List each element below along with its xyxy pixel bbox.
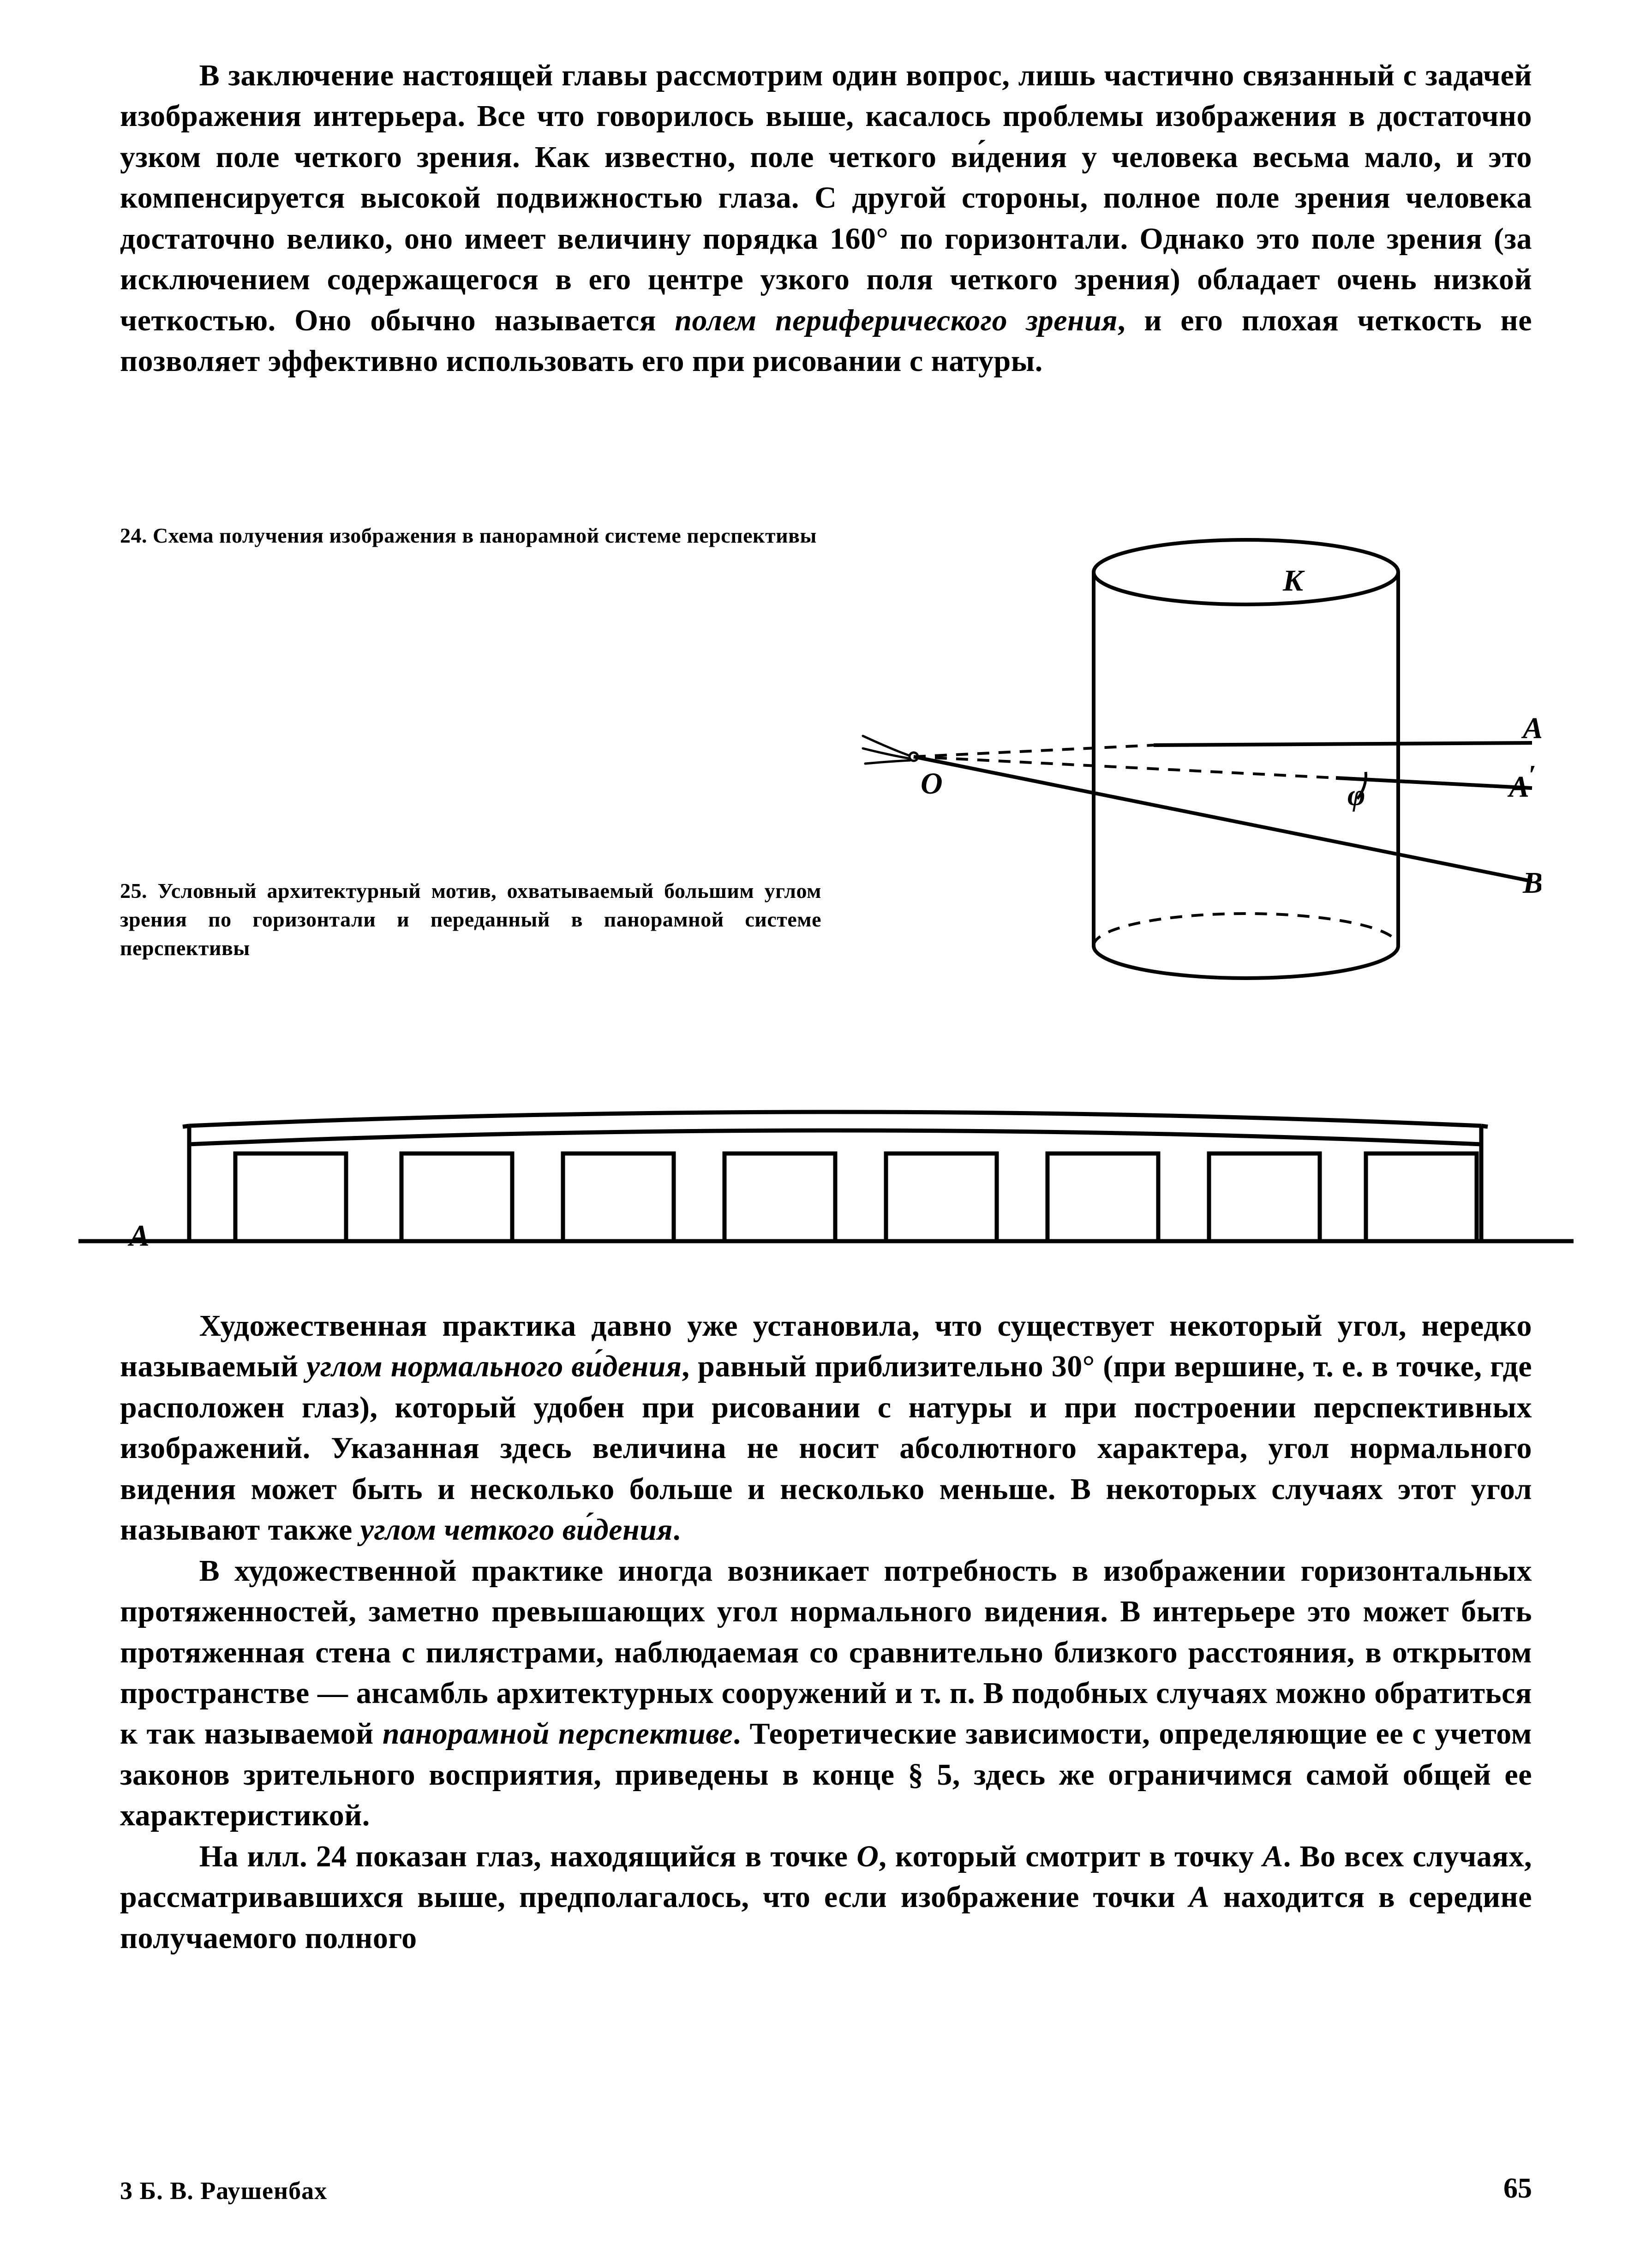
svg-text:K: K (1282, 564, 1305, 598)
svg-text:O: O (921, 767, 943, 801)
figure-25-caption: 25. Условный архитектурный мотив, охваты… (120, 877, 821, 962)
figure-24-diagram: KOAA′Bφ (840, 517, 1541, 1001)
svg-text:′: ′ (1528, 759, 1536, 790)
figure-24-caption: 24. Схема получения изображения в панора… (120, 521, 821, 550)
italic-run: углом четкого ви́дения (360, 1513, 673, 1547)
italic-run: углом нормального ви́дения (306, 1350, 682, 1383)
svg-text:A: A (127, 1219, 150, 1253)
italic-run: полем периферического зрения (675, 304, 1118, 337)
body-text-top: В заключение настоящей главы рассмотрим … (120, 55, 1532, 382)
text-run: . (673, 1513, 681, 1547)
italic-run: A (1263, 1840, 1283, 1873)
text-run: В заключение настоящей главы рассмотрим … (120, 59, 1532, 337)
svg-text:φ: φ (1347, 778, 1365, 812)
svg-text:B: B (1522, 866, 1541, 900)
italic-run: A (1189, 1880, 1210, 1914)
text-run: , который смотрит в точку (879, 1840, 1263, 1873)
figure-24: KOAA′Bφ (840, 517, 1541, 1001)
italic-run: панорамной перспективе (383, 1717, 733, 1751)
figure-25: A (69, 1061, 1583, 1278)
paragraph: В художественной практике иногда возника… (120, 1551, 1532, 1836)
text-run: На илл. 24 показан глаз, находящийся в т… (199, 1840, 857, 1873)
page: В заключение настоящей главы рассмотрим … (0, 0, 1652, 2265)
body-text-bottom: Художественная практика давно уже устано… (120, 1306, 1532, 1959)
footer-signature: 3 Б. В. Раушенбах (120, 2177, 327, 2205)
svg-text:A: A (1507, 770, 1529, 804)
figure-25-diagram: A (69, 1061, 1583, 1278)
italic-run: O (856, 1840, 879, 1873)
page-footer: 3 Б. В. Раушенбах 65 (120, 2176, 1532, 2205)
paragraph: На илл. 24 показан глаз, находящийся в т… (120, 1836, 1532, 1959)
svg-text:A: A (1521, 711, 1541, 745)
page-number: 65 (1503, 2172, 1532, 2205)
paragraph: В заключение настоящей главы рассмотрим … (120, 55, 1532, 382)
paragraph: Художественная практика давно уже устано… (120, 1306, 1532, 1551)
